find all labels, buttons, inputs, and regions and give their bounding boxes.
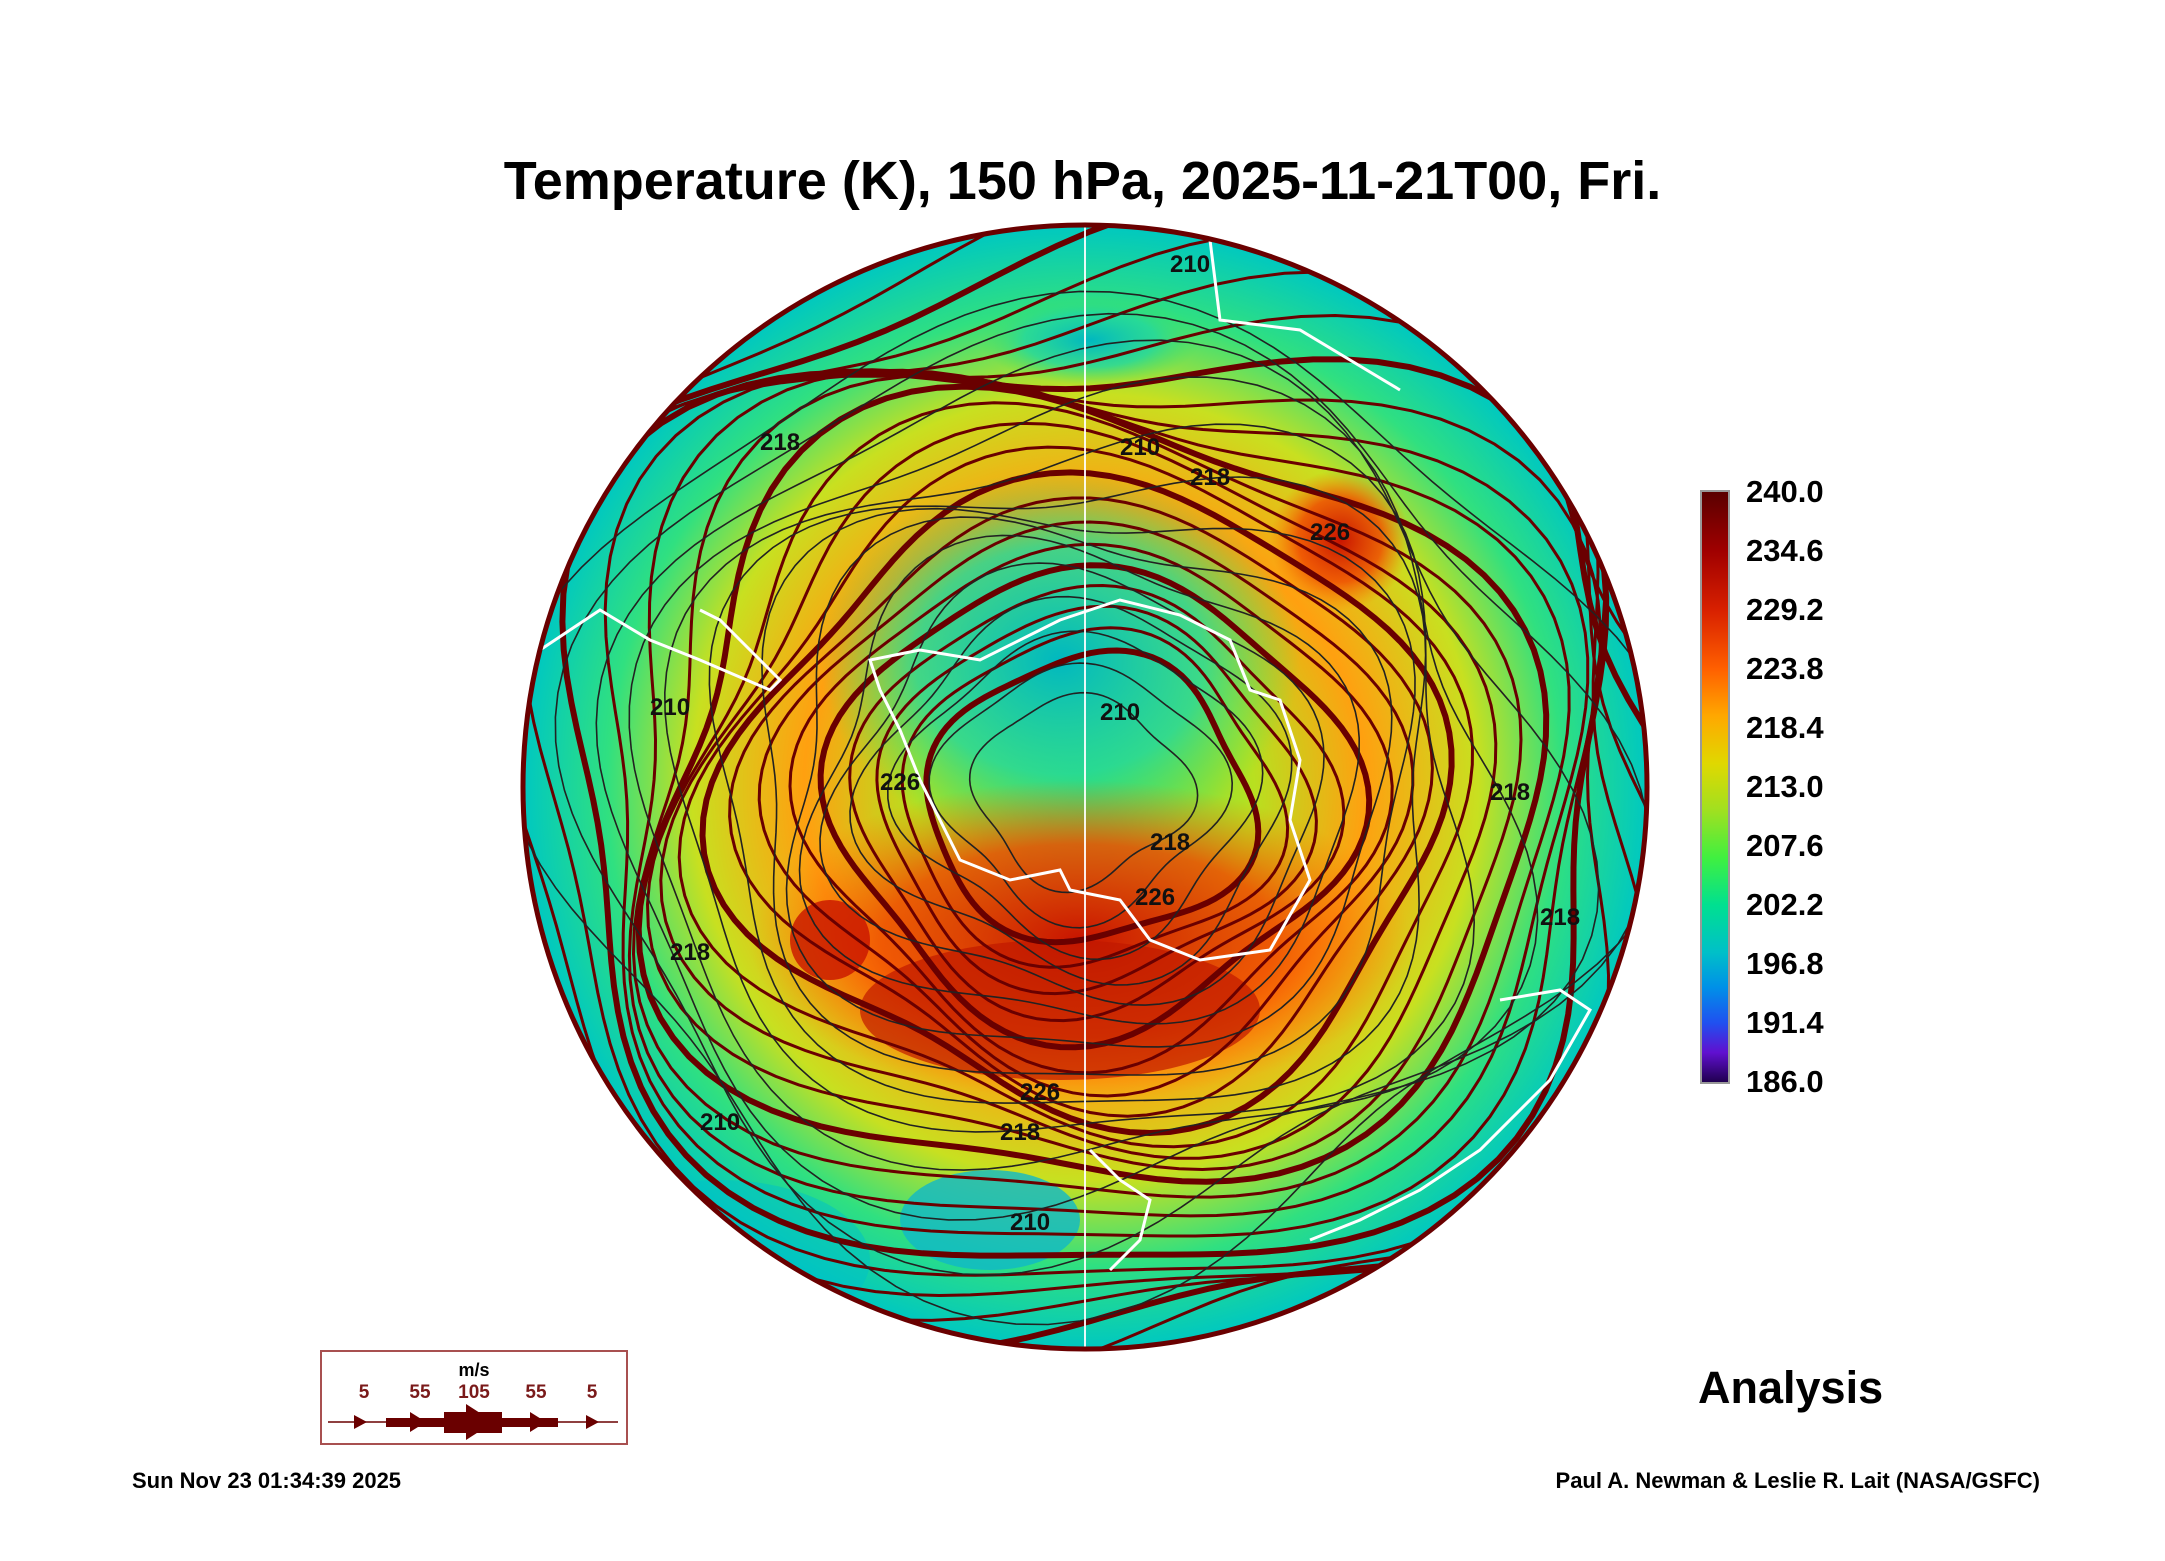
colorbar-tick-label: 196.8 bbox=[1746, 946, 1824, 981]
wind-value: 55 bbox=[409, 1382, 431, 1403]
streamline bbox=[559, 356, 1610, 1259]
contour-label: 218 bbox=[760, 429, 800, 456]
contour-label: 218 bbox=[1000, 1119, 1040, 1146]
credit: Paul A. Newman & Leslie R. Lait (NASA/GS… bbox=[1555, 1468, 2040, 1493]
contour-label: 218 bbox=[1490, 779, 1530, 806]
wind-value: 5 bbox=[586, 1382, 598, 1403]
colorbar-tick-label: 223.8 bbox=[1746, 651, 1824, 686]
coastlines bbox=[539, 225, 1592, 1349]
contour-line bbox=[928, 662, 1234, 929]
contour-line bbox=[849, 595, 1293, 986]
streamline bbox=[635, 383, 1550, 1185]
timestamp: Sun Nov 23 01:34:39 2025 bbox=[132, 1468, 402, 1493]
streamline bbox=[875, 604, 1318, 996]
colorbar-tick-label: 186.0 bbox=[1746, 1064, 1824, 1099]
streamline bbox=[900, 626, 1290, 969]
streamline bbox=[627, 368, 1590, 1218]
colorbar-tick-label: 207.6 bbox=[1746, 828, 1824, 863]
chart-title: Temperature (K), 150 hPa, 2025-11-21T00,… bbox=[503, 151, 1662, 211]
streamline bbox=[699, 469, 1455, 1137]
contour-line bbox=[708, 476, 1427, 1104]
colorbar-tick-label: 229.2 bbox=[1746, 592, 1824, 627]
contour-label: 210 bbox=[1170, 251, 1210, 278]
wind-arrow-scale bbox=[328, 1404, 618, 1440]
contour-line bbox=[968, 691, 1199, 894]
streamline bbox=[788, 542, 1394, 1075]
contour-label: 218 bbox=[1540, 904, 1580, 931]
colorbar-tick-label: 191.4 bbox=[1746, 1005, 1824, 1040]
contour-label: 210 bbox=[1010, 1209, 1050, 1236]
wind-value: 55 bbox=[525, 1382, 547, 1403]
streamline bbox=[631, 374, 1571, 1199]
contour-label: 210 bbox=[1100, 699, 1140, 726]
contour-label: 226 bbox=[880, 769, 920, 796]
wind-speed-legend: m/s 5 55 105 55 5 bbox=[320, 1350, 628, 1445]
contour-label: 218 bbox=[1190, 464, 1230, 491]
temperature-contours bbox=[523, 290, 1647, 1326]
contour-label: 210 bbox=[1120, 434, 1160, 461]
wind-value: 105 bbox=[458, 1382, 490, 1403]
wind-value: 5 bbox=[358, 1382, 370, 1403]
contour-line bbox=[523, 290, 1647, 1326]
contour-label: 210 bbox=[650, 694, 690, 721]
analysis-label: Analysis bbox=[1698, 1362, 1884, 1413]
colorbar-tick-label: 234.6 bbox=[1746, 533, 1824, 568]
contour-line bbox=[798, 534, 1361, 1025]
contour-label: 226 bbox=[1135, 884, 1175, 911]
contour-line bbox=[554, 312, 1647, 1276]
streamline bbox=[817, 562, 1373, 1051]
colorbar-tick-label: 240.0 bbox=[1746, 474, 1824, 509]
streamline bbox=[677, 445, 1475, 1149]
contour-label: 210 bbox=[700, 1109, 740, 1136]
colorbar-tick-label: 218.4 bbox=[1746, 710, 1824, 745]
map-boundary bbox=[520, 222, 1650, 1352]
contour-label: 218 bbox=[670, 939, 710, 966]
contour-line bbox=[761, 507, 1416, 1076]
colorbar bbox=[1700, 490, 1730, 1084]
colorbar-tick-label: 202.2 bbox=[1746, 887, 1824, 922]
streamline bbox=[659, 421, 1498, 1160]
contour-line bbox=[785, 516, 1393, 1048]
streamline bbox=[923, 647, 1262, 946]
contour-label: 226 bbox=[1310, 519, 1350, 546]
colorbar-tick-label: 213.0 bbox=[1746, 769, 1824, 804]
streamline bbox=[603, 368, 1602, 1238]
wind-unit: m/s bbox=[458, 1360, 490, 1380]
contour-label: 218 bbox=[1150, 829, 1190, 856]
contour-line bbox=[595, 339, 1600, 1221]
contour-line bbox=[663, 423, 1476, 1133]
contour-label: 226 bbox=[1020, 1079, 1060, 1106]
contour-line bbox=[886, 630, 1264, 961]
